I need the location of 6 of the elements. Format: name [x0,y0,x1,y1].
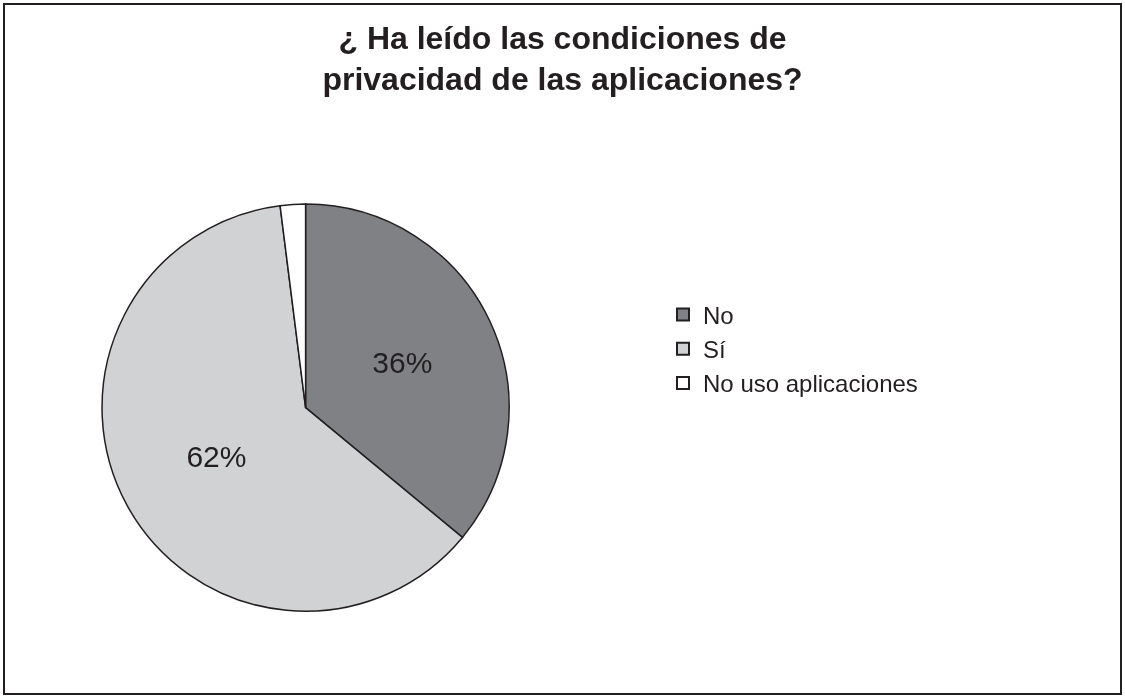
legend-label: Sí [703,336,727,364]
chart-title: ¿ Ha leído las condiciones de privacidad de las aplicaciones? [322,19,803,98]
data-label: 62% [186,440,247,474]
legend-label: No [703,301,734,329]
data-label: 36% [372,345,433,379]
legend-label: No uso aplicaciones [703,370,918,398]
